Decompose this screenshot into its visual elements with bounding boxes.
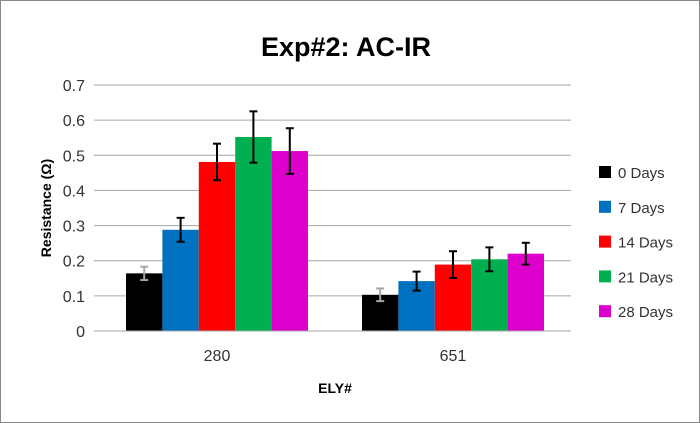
bar-21-days-280 <box>235 137 272 331</box>
legend-label: 28 Days <box>618 304 673 321</box>
y-tick-label: 0.2 <box>63 254 85 271</box>
x-axis-label: ELY# <box>318 380 352 396</box>
chart-title: Exp#2: AC-IR <box>261 32 431 62</box>
y-tick-label: 0.5 <box>63 148 85 165</box>
y-tick-label: 0.4 <box>63 183 85 200</box>
legend-swatch <box>599 235 611 248</box>
y-tick-label: 0.3 <box>63 219 85 236</box>
y-tick-label: 0.7 <box>63 78 85 95</box>
bar-14-days-280 <box>198 161 236 331</box>
legend-swatch <box>599 270 611 283</box>
bar-7-days-280 <box>162 229 199 331</box>
legend-label: 21 Days <box>618 269 673 286</box>
legend-label: 14 Days <box>618 235 673 252</box>
y-tick-label: 0 <box>76 324 85 341</box>
legend-label: 0 Days <box>618 165 665 182</box>
y-tick-label: 0.6 <box>63 113 85 130</box>
legend-swatch <box>599 200 611 213</box>
legend-label: 7 Days <box>618 200 665 217</box>
y-axis-label: Resistance (Ω) <box>38 159 54 257</box>
y-tick-label: 0.1 <box>63 289 85 306</box>
x-tick-label: 651 <box>440 348 467 365</box>
bar-0-days-280 <box>126 273 163 331</box>
legend-swatch <box>599 166 611 178</box>
legend-swatch <box>599 305 611 318</box>
bar-28-days-651 <box>507 253 544 331</box>
bar-28-days-280 <box>271 151 308 331</box>
x-tick-label: 280 <box>204 348 231 365</box>
